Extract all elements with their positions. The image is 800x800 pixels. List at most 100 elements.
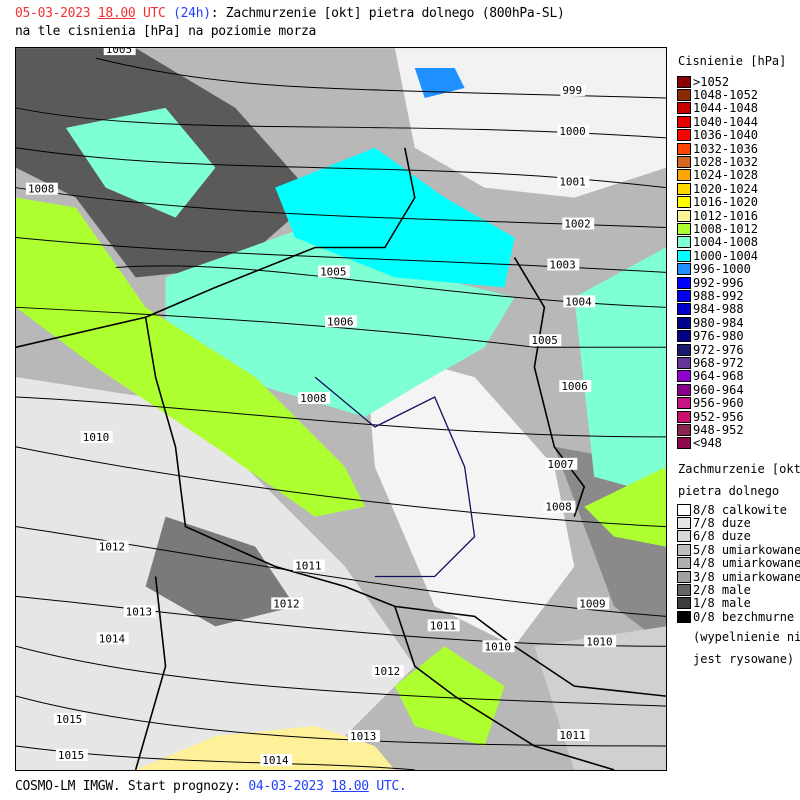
isobar-label: 1009 — [577, 597, 610, 610]
legend-label: 996-1000 — [693, 262, 751, 277]
legend-label: 1024-1028 — [693, 168, 759, 183]
isobar-label: 1006 — [325, 315, 357, 328]
legend-label: >1052 — [693, 74, 730, 89]
legend-label: 1044-1048 — [693, 101, 759, 116]
lead-time: (24h) — [173, 6, 211, 21]
cloud-legend-item: 1/8 male — [677, 597, 751, 610]
svg-text:1001: 1001 — [559, 176, 585, 189]
svg-text:1014: 1014 — [262, 754, 289, 767]
pressure-legend-item: 1048-1052 — [677, 88, 758, 101]
isobar-labels: 1005 999 1000 1001 1002 1003 1004 1005 1006 1005 1… — [25, 48, 617, 767]
svg-text:1012: 1012 — [374, 665, 400, 678]
legend-label: 984-988 — [693, 302, 744, 317]
isobar-label: 1012 — [271, 597, 304, 610]
color-swatch — [677, 182, 691, 195]
subtitle: na tle cisnienia [hPa] na poziomie morza — [15, 24, 317, 39]
pressure-legend-item: 992-996 — [677, 276, 744, 289]
color-swatch — [677, 583, 691, 596]
pressure-legend-title: Cisnienie [hPa] — [678, 54, 787, 68]
svg-text:1014: 1014 — [99, 632, 126, 645]
svg-text:1005: 1005 — [320, 265, 346, 278]
legend-label: 1040-1044 — [693, 114, 759, 129]
isobar-label: 1013 — [347, 730, 380, 743]
isobar-label: 1014 — [260, 754, 293, 767]
isobar-label: 1011 — [557, 729, 590, 742]
color-swatch — [677, 102, 691, 115]
color-swatch — [677, 356, 691, 369]
pressure-legend-item: 952-956 — [677, 410, 744, 423]
isobar-label: 1001 — [557, 176, 590, 189]
color-swatch — [677, 516, 691, 529]
color-swatch — [677, 530, 691, 543]
legend-label: 976-980 — [693, 329, 744, 344]
start-date: 04-03-2023 — [248, 779, 324, 794]
pressure-legend-item: 948-952 — [677, 423, 744, 436]
color-swatch — [677, 263, 691, 276]
pressure-legend-item: 1020-1024 — [677, 182, 758, 195]
isobar-label: 1011 — [427, 619, 460, 632]
pressure-legend-item: 1012-1016 — [677, 209, 758, 222]
legend-label: 988-992 — [693, 288, 744, 303]
cloud-legend-note-2: jest rysowane) — [693, 652, 795, 666]
svg-text:1005: 1005 — [531, 334, 557, 347]
pressure-legend-item: 1044-1048 — [677, 102, 758, 115]
svg-text:1008: 1008 — [28, 183, 54, 196]
isobar-label: 1008 — [25, 183, 58, 196]
isobar-label: 1004 — [563, 295, 596, 308]
legend-label: 1048-1052 — [693, 87, 759, 102]
legend-label: 3/8 umiarkowane — [693, 569, 800, 584]
color-swatch — [677, 597, 691, 610]
color-swatch — [677, 383, 691, 396]
svg-text:1013: 1013 — [350, 730, 376, 743]
isobar-label: 1012 — [96, 541, 129, 554]
svg-text:1007: 1007 — [547, 458, 573, 471]
pressure-legend-item: >1052 — [677, 75, 729, 88]
legend-label: 6/8 duze — [693, 529, 751, 544]
pressure-legend-item: <948 — [677, 437, 722, 450]
river — [314, 376, 476, 578]
color-swatch — [677, 196, 691, 209]
pressure-legend-item: 1024-1028 — [677, 169, 758, 182]
legend-label: 972-976 — [693, 342, 744, 357]
legend-label: 1/8 male — [693, 596, 751, 611]
pressure-legend-item: 960-964 — [677, 383, 744, 396]
color-swatch — [677, 343, 691, 356]
color-swatch — [677, 610, 691, 623]
isobar-label: 1005 — [529, 334, 562, 347]
legend-label: 952-956 — [693, 409, 744, 424]
footer-prefix: COSMO-LM IMGW. Start prognozy: — [15, 779, 241, 794]
pressure-legend-item: 1036-1040 — [677, 129, 758, 142]
cloud-legend-item: 7/8 duze — [677, 516, 751, 529]
color-swatch — [677, 503, 691, 516]
color-swatch — [677, 236, 691, 249]
pressure-legend-item: 976-980 — [677, 330, 744, 343]
forecast-map: 1005 999 1000 1001 1002 1003 1004 1005 1006 1005 1… — [15, 47, 667, 771]
cloud-legend-item: 4/8 umiarkowane — [677, 557, 800, 570]
color-swatch — [677, 88, 691, 101]
pressure-legend-item: 968-972 — [677, 356, 744, 369]
svg-text:1006: 1006 — [327, 315, 353, 328]
legend-label: 8/8 calkowite — [693, 502, 787, 517]
svg-text:1008: 1008 — [300, 392, 326, 405]
legend-label: 1000-1004 — [693, 248, 759, 263]
color-swatch — [677, 543, 691, 556]
pressure-legend-item: 1032-1036 — [677, 142, 758, 155]
isobar-label: 1008 — [298, 392, 331, 405]
borders — [16, 147, 666, 770]
legend-label: 5/8 umiarkowane — [693, 542, 800, 557]
color-swatch — [677, 75, 691, 88]
svg-text:1011: 1011 — [295, 560, 321, 573]
pressure-legend-item: 1028-1032 — [677, 155, 758, 168]
legend-label: 1032-1036 — [693, 141, 759, 156]
cloud-legend-item: 3/8 umiarkowane — [677, 570, 800, 583]
color-swatch — [677, 397, 691, 410]
svg-text:1008: 1008 — [545, 501, 571, 514]
cloud-legend-item: 2/8 male — [677, 583, 751, 596]
legend-label: 992-996 — [693, 275, 744, 290]
valid-hour: 18.00 — [97, 6, 136, 21]
cloud-legend-title: Zachmurzenie [okt] — [678, 462, 800, 476]
svg-text:1000: 1000 — [559, 125, 585, 138]
svg-text:1010: 1010 — [83, 431, 109, 444]
isobar-label: 1015 — [55, 749, 88, 762]
legend-label: 1012-1016 — [693, 208, 759, 223]
